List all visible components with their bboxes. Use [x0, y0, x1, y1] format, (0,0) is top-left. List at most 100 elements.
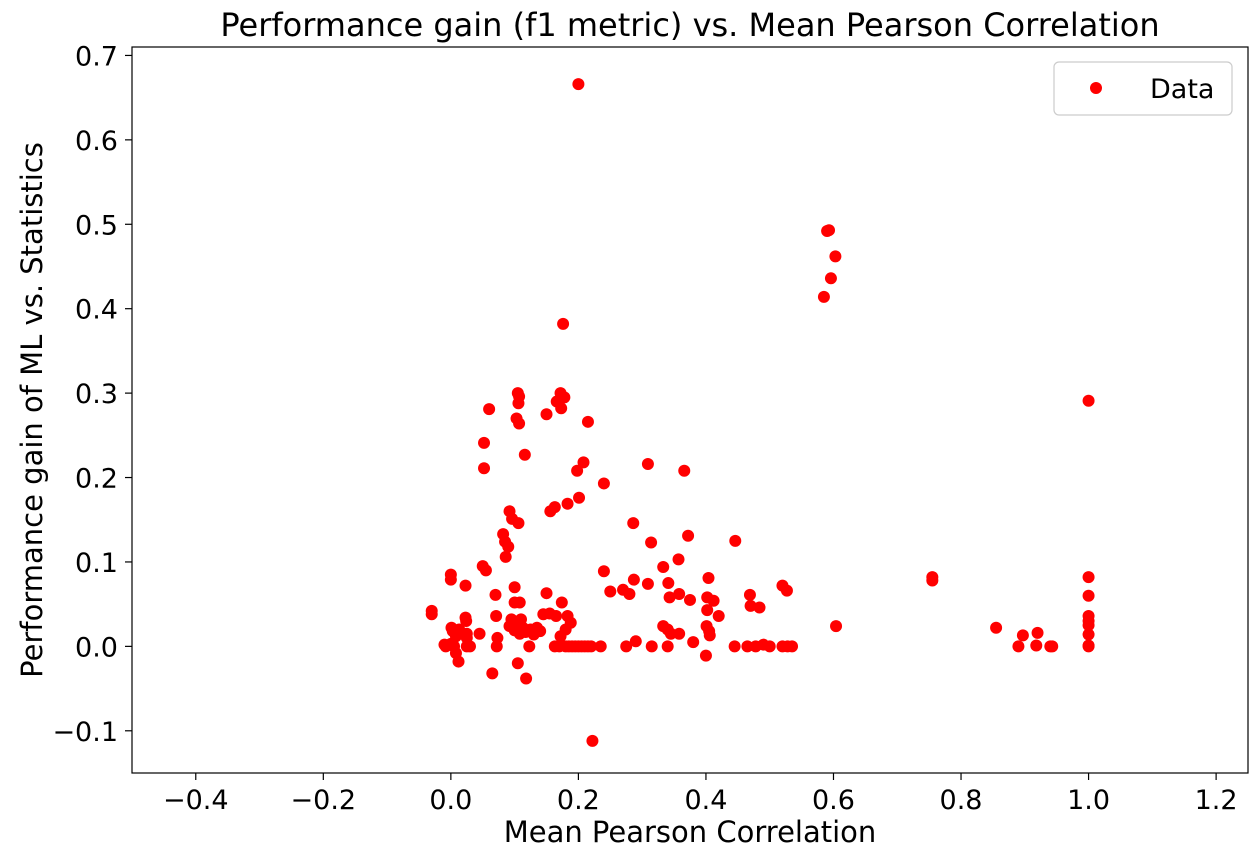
data-point — [571, 464, 584, 477]
x-tick-label: 0.4 — [684, 785, 727, 816]
data-point — [829, 250, 842, 263]
data-point — [555, 596, 568, 609]
data-point — [780, 584, 793, 597]
data-point — [512, 397, 525, 410]
x-axis-ticks: −0.4 −0.2 0.0 0.2 0.4 0.6 0.8 1.0 1.2 — [163, 773, 1238, 816]
data-point — [990, 621, 1003, 634]
x-tick-label: −0.2 — [291, 785, 357, 816]
data-point — [1082, 628, 1095, 641]
data-point — [561, 497, 574, 510]
data-point — [1016, 629, 1029, 642]
data-point — [557, 317, 570, 330]
x-tick-label: 0.2 — [557, 785, 600, 816]
data-point — [1012, 640, 1025, 653]
data-point — [703, 629, 716, 642]
data-point — [661, 640, 674, 653]
data-point — [478, 462, 491, 475]
data-point — [425, 608, 438, 621]
data-point — [1030, 639, 1043, 652]
y-tick-label: 0.7 — [75, 41, 118, 72]
data-point — [664, 627, 677, 640]
data-point — [499, 550, 512, 563]
data-point — [483, 403, 496, 416]
data-point — [712, 609, 725, 622]
data-point — [459, 579, 472, 592]
x-tick-label: 1.2 — [1195, 785, 1238, 816]
data-point — [460, 615, 473, 628]
data-point — [540, 587, 553, 600]
legend-label-data: Data — [1150, 74, 1214, 105]
data-point — [672, 553, 685, 566]
legend-marker — [1090, 82, 1102, 94]
data-point — [673, 588, 686, 601]
x-tick-label: 0.8 — [940, 785, 983, 816]
legend-box — [1053, 61, 1233, 116]
data-point — [513, 417, 526, 430]
data-point — [511, 657, 524, 670]
data-point — [1046, 640, 1059, 653]
data-point — [699, 649, 712, 662]
data-point — [594, 640, 607, 653]
x-axis-label: Mean Pearson Correlation — [504, 815, 877, 849]
data-point — [645, 640, 658, 653]
data-point — [572, 78, 585, 91]
data-point — [479, 564, 492, 577]
data-point — [657, 561, 670, 574]
data-point — [490, 640, 503, 653]
data-points — [425, 78, 1095, 747]
x-tick-label: 1.0 — [1067, 785, 1110, 816]
data-point — [743, 588, 756, 601]
data-point — [489, 588, 502, 601]
data-point — [645, 536, 658, 549]
data-point — [627, 573, 640, 586]
data-point — [663, 591, 676, 604]
data-point — [753, 601, 766, 614]
data-point — [763, 640, 776, 653]
data-point — [678, 464, 691, 477]
data-point — [1082, 571, 1095, 584]
data-point — [684, 593, 696, 606]
data-point — [534, 625, 547, 638]
data-point — [502, 540, 515, 553]
data-point — [597, 565, 610, 578]
data-point — [641, 577, 654, 590]
x-tick-label: 0.0 — [429, 785, 472, 816]
data-point — [544, 505, 557, 518]
data-point — [518, 448, 531, 461]
data-point — [662, 577, 675, 590]
legend: Data — [1053, 61, 1233, 116]
data-point — [823, 224, 836, 237]
data-point — [728, 640, 741, 653]
y-tick-label: 0.0 — [75, 632, 118, 663]
data-point — [597, 477, 610, 490]
data-point — [473, 627, 486, 640]
plot-frame — [131, 46, 1249, 774]
data-point — [729, 534, 742, 547]
data-point — [1082, 619, 1095, 632]
data-point — [1031, 626, 1044, 639]
y-tick-label: −0.1 — [52, 717, 118, 748]
chart-title: Performance gain (f1 metric) vs. Mean Pe… — [220, 6, 1159, 44]
data-point — [641, 458, 654, 471]
data-point — [573, 491, 586, 504]
data-point — [444, 573, 457, 586]
data-point — [786, 640, 799, 653]
data-point — [744, 599, 757, 612]
y-axis-label: Performance gain of ML vs. Statistics — [15, 142, 49, 678]
data-point — [682, 529, 695, 542]
data-point — [629, 635, 642, 648]
y-tick-label: 0.4 — [75, 295, 118, 326]
data-point — [702, 571, 715, 584]
data-point — [1082, 639, 1095, 652]
x-tick-label: −0.4 — [163, 785, 229, 816]
data-point — [585, 640, 598, 653]
y-tick-label: 0.2 — [75, 464, 118, 495]
data-point — [824, 272, 837, 285]
data-point — [512, 517, 525, 530]
y-axis-ticks: −0.1 0.0 0.1 0.2 0.3 0.4 0.5 0.6 0.7 — [52, 41, 132, 748]
data-point — [581, 415, 594, 428]
data-point — [452, 655, 465, 668]
data-point — [508, 581, 521, 594]
data-point — [926, 574, 939, 587]
